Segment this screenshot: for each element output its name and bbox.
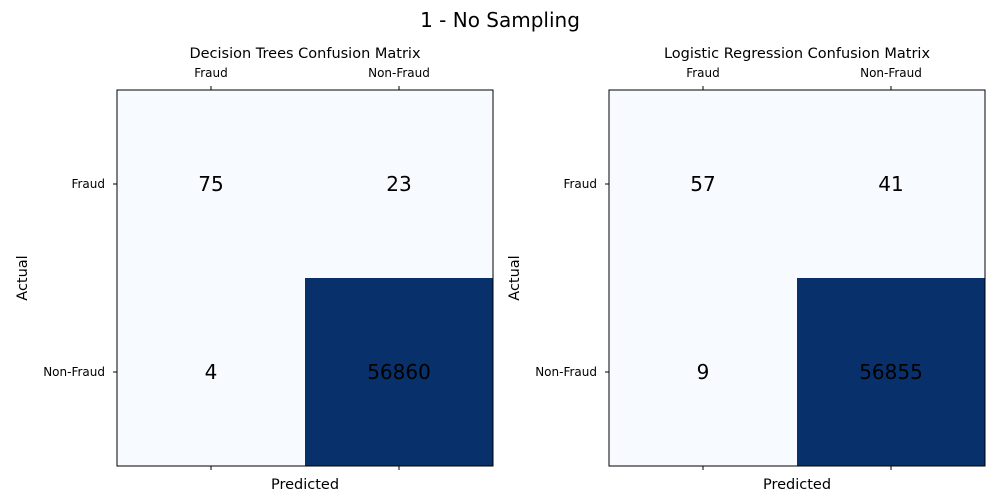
x-axis-label: Predicted xyxy=(763,477,831,493)
cell-value-label: 23 xyxy=(386,172,411,196)
x-tick-label: Non-Fraud xyxy=(860,66,922,80)
y-tick-label: Fraud xyxy=(71,177,105,191)
x-tick-label: Fraud xyxy=(194,66,228,80)
y-tick-label: Non-Fraud xyxy=(43,365,105,379)
y-tick-label: Non-Fraud xyxy=(535,365,597,379)
heatmap-cell xyxy=(797,90,985,278)
heatmap-cell xyxy=(305,278,493,466)
heatmap-cell xyxy=(609,278,797,466)
figure-suptitle: 1 - No Sampling xyxy=(420,8,580,32)
cell-value-label: 56860 xyxy=(367,360,431,384)
x-tick-label: Non-Fraud xyxy=(368,66,430,80)
heatmap-cell xyxy=(305,90,493,278)
panel-title: Logistic Regression Confusion Matrix xyxy=(664,46,931,62)
panel-logistic-regression: Logistic Regression Confusion Matrix Pre… xyxy=(507,46,986,493)
heatmap-cell xyxy=(117,278,305,466)
x-tick-label: Fraud xyxy=(686,66,720,80)
heatmap-cell xyxy=(797,278,985,466)
panel-title: Decision Trees Confusion Matrix xyxy=(189,46,421,62)
cell-value-label: 4 xyxy=(205,360,218,384)
cell-value-label: 75 xyxy=(198,172,223,196)
plot-frame xyxy=(116,89,494,467)
heatmap-cell xyxy=(117,90,305,278)
panel-decision-trees: Decision Trees Confusion Matrix Predicte… xyxy=(15,46,494,493)
cell-value-label: 9 xyxy=(697,360,710,384)
heatmap-cell xyxy=(609,90,797,278)
cell-value-label: 57 xyxy=(690,172,715,196)
axis-ticks: Fraud Non-Fraud Fraud Non-Fraud xyxy=(535,66,922,470)
cell-labels: 75 23 4 56860 xyxy=(198,172,431,384)
y-axis-label: Actual xyxy=(15,255,31,300)
plot-frame xyxy=(608,89,986,467)
axis-ticks: Fraud Non-Fraud Fraud Non-Fraud xyxy=(43,66,430,470)
y-tick-label: Fraud xyxy=(563,177,597,191)
y-axis-label: Actual xyxy=(507,255,523,300)
heatmap-cells xyxy=(609,90,985,466)
x-axis-label: Predicted xyxy=(271,477,339,493)
cell-value-label: 41 xyxy=(878,172,903,196)
heatmap-cells xyxy=(117,90,493,466)
cell-value-label: 56855 xyxy=(859,360,923,384)
cell-labels: 57 41 9 56855 xyxy=(690,172,923,384)
